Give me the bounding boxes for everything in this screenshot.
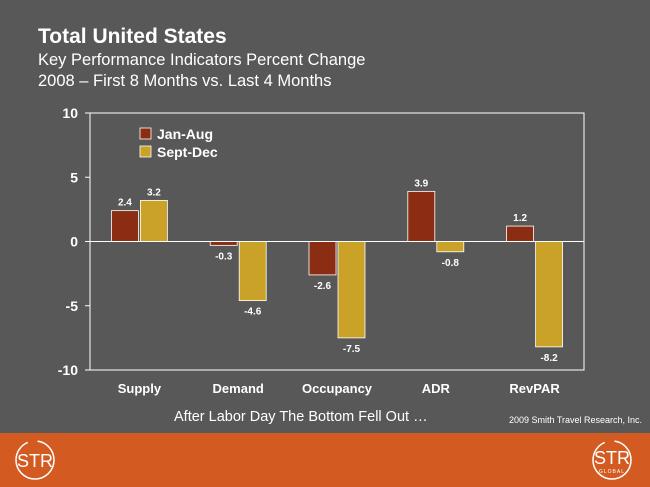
x-axis: Supply Demand Occupancy ADR RevPAR (118, 381, 561, 396)
str-logo-right-subtext: GLOBAL (599, 469, 625, 475)
str-logo-left-text: STR (17, 451, 53, 471)
data-label: 3.9 (414, 178, 428, 189)
data-label: -4.6 (244, 307, 262, 318)
chart-title: Total United States (38, 25, 227, 48)
data-label: -2.6 (314, 281, 332, 292)
chart-subtitle-line2: 2008 – First 8 Months vs. Last 4 Months (38, 72, 332, 90)
y-tick-label: -5 (66, 298, 79, 314)
str-logo-left: STR (15, 440, 55, 480)
x-tick-label: Demand (213, 381, 264, 396)
data-label: 1.2 (513, 213, 527, 224)
y-axis: 10 5 0 -5 -10 (58, 105, 90, 378)
title-block: Total United States Key Performance Indi… (38, 24, 365, 92)
legend: Jan-Aug Sept-Dec (139, 126, 218, 160)
bar-sept-dec-revpar (535, 241, 563, 348)
data-label: -0.8 (442, 258, 460, 269)
x-tick-label: RevPAR (509, 381, 560, 396)
legend-label: Sept-Dec (157, 144, 218, 160)
footer-bar: STR STR GLOBAL (0, 433, 650, 487)
bar-sept-dec-supply (139, 199, 168, 242)
legend-swatch (139, 127, 152, 140)
bar-jan-aug-revpar (506, 225, 535, 242)
bar-jan-aug-supply (111, 210, 139, 242)
str-global-logo-right: STR GLOBAL (592, 440, 632, 480)
legend-swatch (139, 145, 152, 158)
bar-chart: 10 5 0 -5 -10 2.4 3.2 -0.3 -4.6 -2.6 -7.5 3.9 -0.8 1… (58, 105, 585, 396)
copyright: 2009 Smith Travel Research, Inc. (509, 415, 643, 425)
x-tick-label: ADR (422, 381, 451, 396)
bar-jan-aug-adr (407, 190, 436, 242)
data-label: -0.3 (215, 251, 233, 262)
y-tick-label: -10 (58, 362, 78, 378)
str-logo-right-text: STR (594, 448, 630, 468)
bar-sept-dec-occupancy (337, 241, 366, 339)
x-tick-label: Occupancy (302, 381, 373, 396)
bar-sept-dec-demand (238, 241, 267, 302)
y-tick-label: 0 (70, 234, 78, 250)
data-label: 3.2 (147, 187, 161, 198)
x-tick-label: Supply (118, 381, 162, 396)
bar-jan-aug-demand (209, 241, 238, 246)
data-label: -8.2 (540, 353, 558, 364)
legend-label: Jan-Aug (157, 126, 213, 142)
y-tick-label: 10 (62, 105, 78, 121)
chart-subtitle-line1: Key Performance Indicators Percent Chang… (38, 51, 366, 69)
data-label: -7.5 (343, 344, 361, 355)
data-label: 2.4 (118, 198, 132, 209)
y-tick-label: 5 (70, 169, 78, 185)
bar-sept-dec-adr (436, 241, 465, 253)
bar-jan-aug-occupancy (308, 241, 337, 276)
caption: After Labor Day The Bottom Fell Out … (174, 409, 428, 425)
